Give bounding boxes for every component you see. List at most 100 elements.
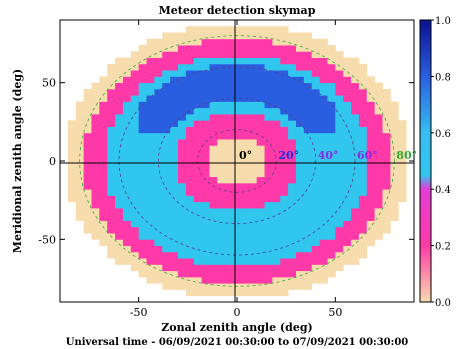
heatmap-cell — [351, 176, 360, 184]
heatmap-cell — [248, 88, 258, 96]
heatmap-cell — [83, 214, 92, 221]
heatmap-cell — [366, 208, 376, 215]
heatmap-cell — [288, 195, 297, 203]
heatmap-cell — [272, 132, 281, 140]
heatmap-cell — [296, 258, 305, 265]
heatmap-cell — [319, 95, 328, 102]
heatmap-cell — [99, 151, 108, 159]
heatmap-cell — [225, 120, 234, 127]
heatmap-cell — [366, 88, 376, 96]
heatmap-cell — [193, 189, 202, 196]
heatmap-cell — [217, 151, 226, 159]
heatmap-cell — [122, 126, 132, 134]
heatmap-cell — [75, 189, 84, 196]
heatmap-cell — [122, 201, 132, 209]
y-tick-label: -50 — [38, 233, 56, 246]
heatmap-cell — [193, 76, 202, 84]
heatmap-cell — [154, 57, 163, 65]
heatmap-cell — [209, 270, 218, 278]
heatmap-cell — [351, 201, 360, 209]
heatmap-cell — [280, 51, 289, 58]
heatmap-cell — [272, 145, 281, 152]
heatmap-cell — [358, 189, 368, 196]
heatmap-cell — [335, 239, 344, 246]
heatmap-cell — [288, 70, 297, 77]
heatmap-cell — [343, 226, 352, 234]
heatmap-cell — [248, 251, 258, 259]
heatmap-cell — [185, 70, 195, 77]
heatmap-cell — [358, 233, 368, 240]
heatmap-cell — [256, 258, 265, 265]
heatmap-cell — [272, 195, 281, 203]
heatmap-cell — [185, 220, 195, 228]
heatmap-cell — [75, 195, 84, 203]
heatmap-cell — [319, 208, 328, 215]
heatmap-cell — [248, 82, 258, 90]
heatmap-cell — [311, 164, 320, 171]
heatmap-cell — [288, 45, 297, 52]
heatmap-cell — [335, 214, 344, 221]
heatmap-cell — [256, 289, 265, 297]
heatmap-cell — [264, 164, 273, 171]
heatmap-cell — [382, 214, 391, 221]
heatmap-cell — [240, 145, 250, 152]
heatmap-cell — [154, 95, 163, 102]
heatmap-cell — [185, 126, 195, 134]
heatmap-cell — [296, 95, 305, 102]
heatmap-cell — [122, 176, 132, 184]
heatmap-cell — [146, 45, 155, 52]
heatmap-cell — [335, 220, 344, 228]
heatmap-cell — [335, 251, 344, 259]
heatmap-cell — [256, 32, 265, 40]
heatmap-cell — [296, 76, 305, 84]
heatmap-cell — [233, 289, 242, 297]
heatmap-cell — [319, 201, 328, 209]
heatmap-cell — [272, 233, 281, 240]
heatmap-cell — [319, 276, 328, 284]
heatmap-cell — [170, 76, 179, 84]
heatmap-cell — [162, 276, 171, 284]
heatmap-cell — [288, 101, 297, 109]
heatmap-cell — [374, 157, 383, 165]
heatmap-cell — [374, 107, 383, 115]
heatmap-cell — [233, 26, 242, 33]
heatmap-cell — [248, 151, 258, 159]
heatmap-cell — [115, 82, 124, 90]
heatmap-cell — [146, 120, 155, 127]
heatmap-cell — [351, 195, 360, 203]
heatmap-cell — [366, 233, 376, 240]
heatmap-cell — [343, 82, 352, 90]
heatmap-cell — [162, 264, 171, 272]
heatmap-cell — [264, 107, 273, 115]
heatmap-cell — [296, 51, 305, 58]
heatmap-cell — [162, 145, 171, 152]
heatmap-cell — [185, 214, 195, 221]
heatmap-cell — [319, 157, 328, 165]
heatmap-cell — [170, 45, 179, 52]
heatmap-cell — [146, 88, 155, 96]
heatmap-cell — [138, 76, 147, 84]
heatmap-cell — [240, 264, 250, 272]
heatmap-cell — [240, 101, 250, 109]
heatmap-cell — [115, 95, 124, 102]
heatmap-cell — [343, 139, 352, 146]
heatmap-cell — [256, 170, 265, 178]
heatmap-cell — [240, 233, 250, 240]
heatmap-cell — [99, 220, 108, 228]
heatmap-cell — [296, 32, 305, 40]
heatmap-cell — [217, 38, 226, 46]
heatmap-cell — [83, 170, 92, 178]
heatmap-cell — [366, 139, 376, 146]
heatmap-cell — [115, 164, 124, 171]
heatmap-cell — [138, 170, 147, 178]
heatmap-cell — [343, 57, 352, 65]
heatmap-cell — [170, 239, 179, 246]
heatmap-cell — [280, 26, 289, 33]
heatmap-cell — [335, 233, 344, 240]
heatmap-cell — [201, 245, 210, 253]
heatmap-cell — [374, 101, 383, 109]
heatmap-cell — [209, 220, 218, 228]
heatmap-cell — [225, 245, 234, 253]
heatmap-cell — [170, 95, 179, 102]
heatmap-cell — [170, 251, 179, 259]
